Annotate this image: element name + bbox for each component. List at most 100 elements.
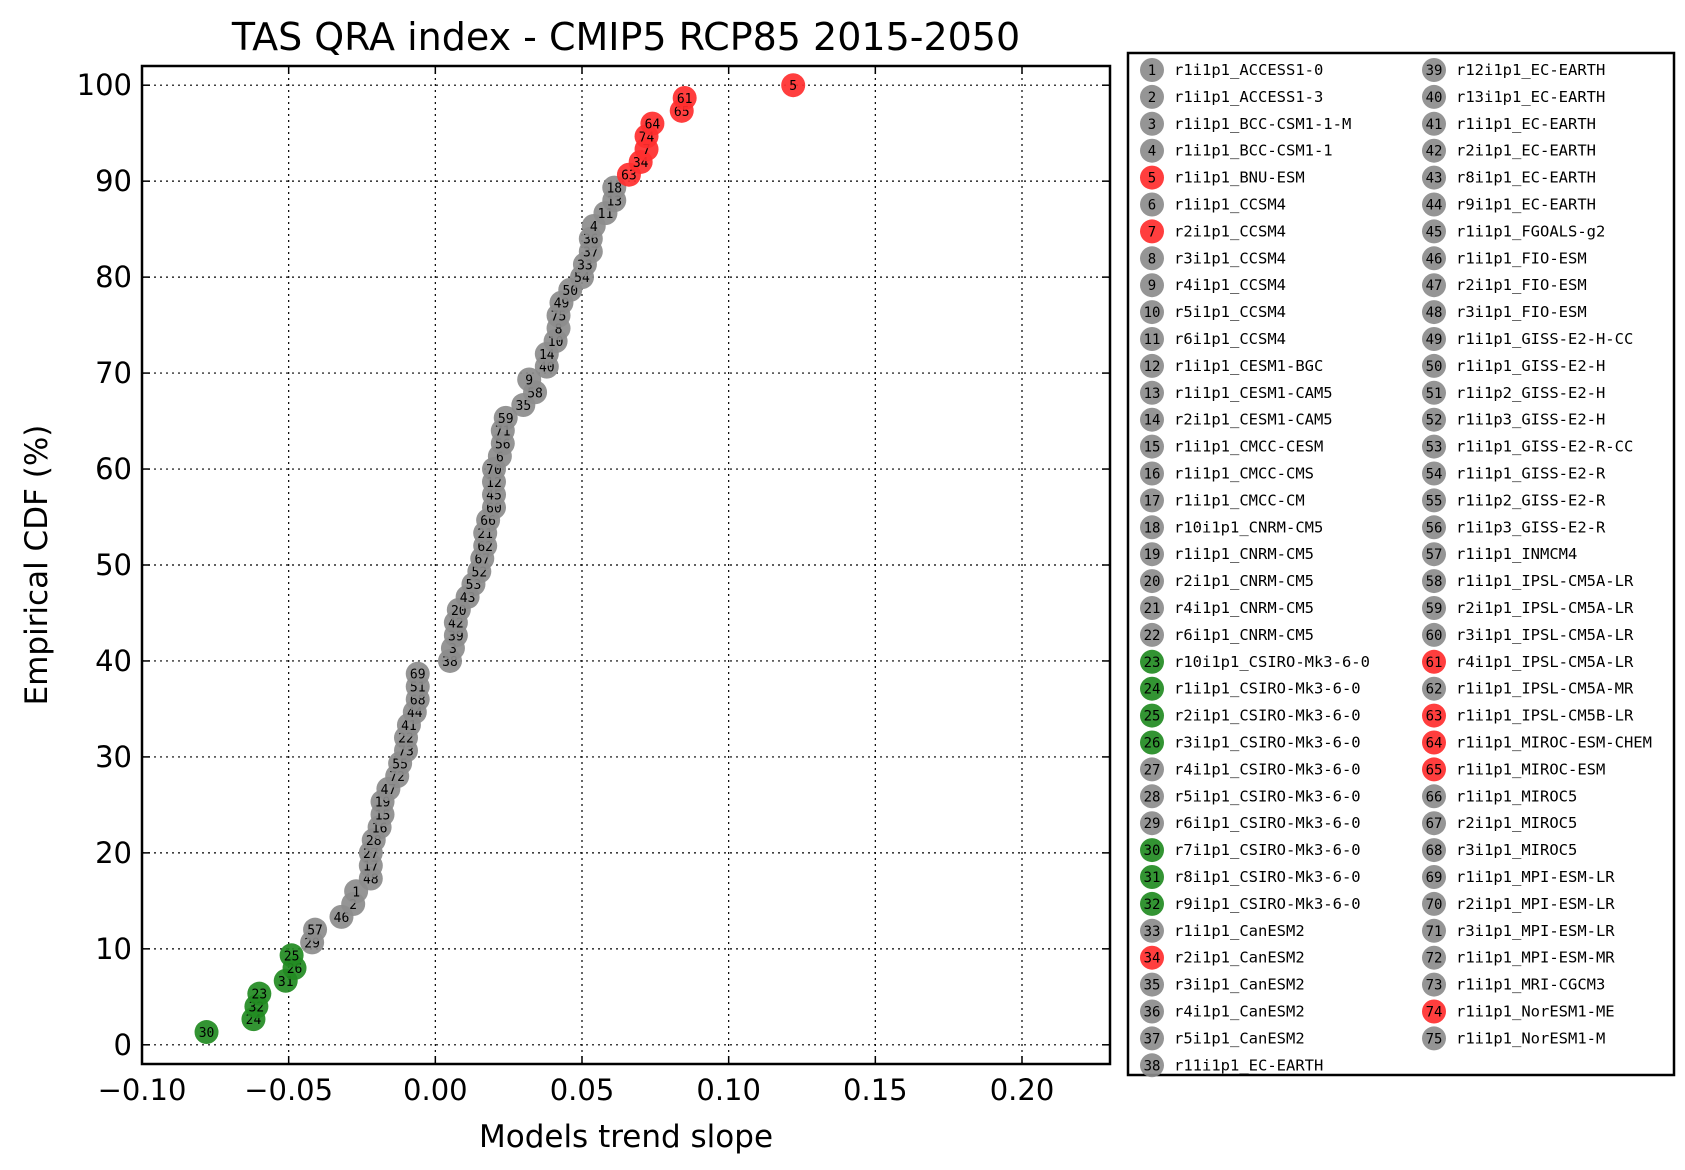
legend-label: r6i1p1_CCSM4 <box>1174 330 1286 348</box>
legend-label: r6i1p1_CNRM-CM5 <box>1174 626 1314 644</box>
legend-marker <box>1140 300 1164 325</box>
data-point: 5 <box>781 73 806 98</box>
legend-marker <box>1422 327 1446 351</box>
y-tick-label: 0 <box>114 1028 132 1062</box>
legend-marker <box>1140 1026 1164 1051</box>
legend-label: r1i1p1_BCC-CSM1-1-M <box>1174 115 1351 133</box>
legend-marker <box>1140 138 1164 163</box>
legend-item: 46 r1i1p1_FIO-ESM <box>1422 246 1587 271</box>
legend-label: r2i1p1_MPI-ESM-LR <box>1456 895 1615 913</box>
legend-item: 34 r2i1p1_CanESM2 <box>1140 945 1305 970</box>
legend-item: 23 r10i1p1_CSIRO-Mk3-6-0 <box>1140 649 1370 674</box>
legend-marker <box>1140 461 1164 486</box>
legend-label: r9i1p1_EC-EARTH <box>1456 196 1596 214</box>
legend-item: 64 r1i1p1_MIROC-ESM-CHEM <box>1422 730 1652 755</box>
legend-item: 20 r2i1p1_CNRM-CM5 <box>1140 569 1314 594</box>
legend-marker <box>1422 488 1446 513</box>
legend-label: r2i1p1_CSIRO-Mk3-6-0 <box>1174 707 1361 725</box>
point-label: 2 <box>349 898 357 913</box>
legend-label: r1i1p1_NorESM1-M <box>1456 1029 1605 1047</box>
legend-item: 72 r1i1p1_MPI-ESM-MR <box>1422 945 1615 970</box>
legend-number: 65 <box>1426 762 1443 778</box>
legend-item: 73 r1i1p1_MRI-CGCM3 <box>1422 972 1605 997</box>
legend-item: 69 r1i1p1_MPI-ESM-LR <box>1422 865 1615 889</box>
x-tick-label: 0.05 <box>550 1073 615 1107</box>
legend-marker <box>1422 58 1446 82</box>
legend-item: 6 r1i1p1_CCSM4 <box>1140 192 1286 217</box>
legend-label: r12i1p1_EC-EARTH <box>1456 61 1605 79</box>
legend-item: 59 r2i1p1_IPSL-CM5A-LR <box>1422 596 1634 620</box>
legend-label: r1i1p1_IPSL-CM5B-LR <box>1456 707 1634 725</box>
legend-number: 10 <box>1144 305 1161 321</box>
legend-item: 54 r1i1p1_GISS-E2-R <box>1422 461 1606 486</box>
legend-number: 74 <box>1426 1005 1443 1021</box>
legend-item: 3 r1i1p1_BCC-CSM1-1-M <box>1140 111 1351 136</box>
legend-item: 52 r1i1p3_GISS-E2-H <box>1422 407 1605 432</box>
legend-number: 67 <box>1426 816 1443 832</box>
data-point: 69 <box>405 661 430 686</box>
axis-ticks: −0.10 −0.05 0.00 0.05 0.10 0.15 0.20 0 10 20 30 40 5… <box>77 66 1110 1107</box>
legend-number: 28 <box>1144 789 1161 805</box>
legend-item: 35 r3i1p1_CanESM2 <box>1140 972 1305 997</box>
x-axis-label: Models trend slope <box>479 1119 773 1155</box>
legend-item: 29 r6i1p1_CSIRO-Mk3-6-0 <box>1140 811 1361 836</box>
legend-number: 48 <box>1426 305 1443 321</box>
point-label: 18 <box>606 182 622 197</box>
data-point: 57 <box>303 917 328 942</box>
legend-label: r10i1p1_CNRM-CM5 <box>1174 518 1323 536</box>
legend-label: r1i1p1_ACCESS1-3 <box>1174 88 1323 106</box>
point-label: 9 <box>525 374 533 389</box>
legend-label: r1i1p1_EC-EARTH <box>1456 115 1596 133</box>
legend-label: r6i1p1_CSIRO-Mk3-6-0 <box>1174 814 1361 832</box>
legend-item: 16 r1i1p1_CMCC-CMS <box>1140 461 1314 486</box>
legend-number: 7 <box>1148 224 1156 240</box>
point-label: 5 <box>789 79 797 94</box>
legend-label: r1i1p1_CNRM-CM5 <box>1174 545 1314 563</box>
legend-label: r4i1p1_CSIRO-Mk3-6-0 <box>1174 760 1361 778</box>
legend-marker <box>1422 165 1446 190</box>
legend-number: 47 <box>1426 278 1443 294</box>
data-points: 3024322331262529574621481727281615194772… <box>194 73 806 1045</box>
legend-label: r3i1p1_CanESM2 <box>1174 976 1305 994</box>
legend-number: 43 <box>1426 171 1443 187</box>
legend-label: r1i1p1_CCSM4 <box>1174 196 1286 214</box>
legend-label: r1i1p1_IPSL-CM5A-LR <box>1456 572 1634 590</box>
legend-marker <box>1422 945 1446 970</box>
legend-marker <box>1140 515 1164 540</box>
legend-item: 28 r5i1p1_CSIRO-Mk3-6-0 <box>1140 784 1361 809</box>
data-point: 64 <box>640 111 665 136</box>
legend-item: 74 r1i1p1_NorESM1-ME <box>1422 999 1615 1024</box>
legend-label: r1i1p1_MPI-ESM-LR <box>1456 868 1615 886</box>
legend-number: 57 <box>1426 547 1443 563</box>
data-point: 59 <box>493 405 518 430</box>
legend-marker <box>1422 676 1446 701</box>
data-point: 30 <box>194 1020 219 1045</box>
legend-label: r2i1p1_MIROC5 <box>1456 814 1577 832</box>
legend-item: 4 r1i1p1_BCC-CSM1-1 <box>1140 138 1333 163</box>
legend-item: 9 r4i1p1_CCSM4 <box>1140 273 1286 298</box>
legend-item: 7 r2i1p1_CCSM4 <box>1140 219 1286 244</box>
legend-number: 51 <box>1426 386 1443 402</box>
legend-number: 9 <box>1148 278 1156 294</box>
legend-marker <box>1140 380 1164 405</box>
legend-marker <box>1422 246 1446 271</box>
legend-number: 16 <box>1144 467 1161 483</box>
legend-marker <box>1140 273 1164 298</box>
legend-item: 21 r4i1p1_CNRM-CM5 <box>1140 596 1314 620</box>
legend-item: 24 r1i1p1_CSIRO-Mk3-6-0 <box>1140 676 1361 701</box>
legend-label: r1i1p2_GISS-E2-H <box>1456 384 1605 402</box>
legend-marker <box>1140 353 1164 378</box>
legend-number: 6 <box>1148 198 1156 214</box>
legend-number: 32 <box>1144 897 1161 913</box>
legend-label: r3i1p1_CSIRO-Mk3-6-0 <box>1174 734 1361 752</box>
legend-item: 15 r1i1p1_CMCC-CESM <box>1140 434 1323 459</box>
legend-label: r1i1p1_CESM1-BGC <box>1174 357 1323 375</box>
x-tick-label: 0.15 <box>843 1073 908 1107</box>
point-label: 4 <box>590 220 598 235</box>
legend-label: r1i1p1_BCC-CSM1-1 <box>1174 142 1333 160</box>
legend-number: 41 <box>1426 117 1443 133</box>
legend-item: 8 r3i1p1_CCSM4 <box>1140 246 1286 271</box>
legend-item: 17 r1i1p1_CMCC-CM <box>1140 488 1305 513</box>
legend-label: r1i1p1_GISS-E2-R-CC <box>1456 438 1633 456</box>
point-label: 30 <box>199 1026 215 1041</box>
